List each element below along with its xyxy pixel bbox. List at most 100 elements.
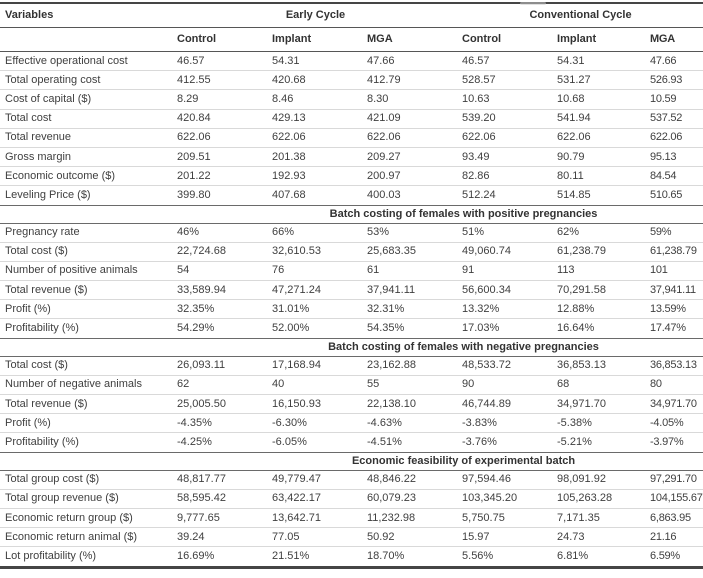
cell-value: 209.51 xyxy=(173,147,268,168)
cell-value: 192.93 xyxy=(268,166,363,187)
table-row: Gross margin 209.51 201.38 209.27 93.49 90.79… xyxy=(0,147,703,168)
empty-header-cell xyxy=(0,27,173,52)
table-row: Leveling Price ($) 399.80 407.68 400.03 512.… xyxy=(0,185,703,206)
cell-value: -3.83% xyxy=(458,413,554,434)
table-row: Number of negative animals 62 40 55 90 68 80 xyxy=(0,375,703,396)
cell-value: 54.29% xyxy=(173,318,268,339)
cell-value: 49,779.47 xyxy=(268,470,363,490)
table-row: Economic return animal ($) 39.24 77.05 50.9… xyxy=(0,527,703,548)
row-label: Total group revenue ($) xyxy=(0,489,173,509)
cell-value: 21.51% xyxy=(272,549,310,562)
section-header-spacer xyxy=(0,338,173,357)
table-row: Profitability (%) -4.25% -6.05% -4.51% -3.76… xyxy=(0,432,703,453)
row-label: Economic return animal ($) xyxy=(0,527,173,548)
section-header-label: Batch costing of females with positive p… xyxy=(173,205,703,224)
row-label: Leveling Price ($) xyxy=(0,185,173,206)
cell-value: 37,941.11 xyxy=(646,280,703,301)
table-row: Total operating cost 412.55 420.68 412.79 52… xyxy=(0,70,703,91)
variables-header: Variables xyxy=(0,3,173,28)
cell-value: 54 xyxy=(173,261,268,282)
cell-value: 8.30 xyxy=(363,89,459,110)
cell-value: 9,777.65 xyxy=(173,508,268,529)
cell-value: 48,846.22 xyxy=(363,470,459,490)
cell-value: 36,853.13 xyxy=(646,356,703,376)
cell-value: 46% xyxy=(173,223,268,243)
row-label: Total operating cost xyxy=(0,70,173,91)
cell-value: 528.57 xyxy=(458,70,554,91)
cell-value: 201.22 xyxy=(173,166,268,187)
cell-value: 32.35% xyxy=(173,299,268,320)
table-row: Cost of capital ($) 8.29 8.46 8.30 10.63 10.6… xyxy=(0,89,703,110)
cell-value: 101 xyxy=(646,261,703,282)
row-label: Economic return group ($) xyxy=(0,508,173,529)
clipped-text-artifact xyxy=(520,2,546,5)
section-header-row: Batch costing of females with positive p… xyxy=(0,205,703,224)
row-label: Total cost ($) xyxy=(0,242,173,262)
cell-value: 16.64% xyxy=(553,318,647,339)
group-header-conventional-cycle: Conventional Cycle xyxy=(458,3,703,28)
section-header-spacer xyxy=(0,452,173,471)
section-header-spacer xyxy=(0,205,173,224)
table-row: Effective operational cost 46.57 54.31 47.6… xyxy=(0,51,703,72)
cell-value: 412.55 xyxy=(173,70,268,91)
col-header-conventional-control: Control xyxy=(458,27,554,52)
cell-value: 97,594.46 xyxy=(458,470,554,490)
col-header-conventional-mga: MGA xyxy=(646,27,703,52)
cell-value: 97,291.70 xyxy=(646,470,703,490)
cell-value: 91 xyxy=(458,261,554,282)
cell-value: 6.81% xyxy=(557,549,589,562)
cell-value: 59% xyxy=(646,223,703,243)
treatment-header-row: Control Implant MGA Control Implant MGA xyxy=(0,27,703,52)
row-label: Number of negative animals xyxy=(0,375,173,396)
cell-value: 13.59% xyxy=(646,299,703,320)
cell-value: 53% xyxy=(363,223,459,243)
cell-value: 11,232.98 xyxy=(363,508,459,529)
col-header-early-control: Control xyxy=(173,27,268,52)
cell-value: 22,724.68 xyxy=(173,242,268,262)
section-header-row: Economic feasibility of experimental bat… xyxy=(0,452,703,471)
row-label: Lot profitability (%) xyxy=(5,549,97,562)
cell-value: 8.46 xyxy=(268,89,363,110)
row-label: Total revenue ($) xyxy=(0,394,173,415)
cell-value: 47.66 xyxy=(646,51,703,72)
cell-value: 47.66 xyxy=(363,51,459,72)
cell-value: -4.05% xyxy=(646,413,703,434)
cell-value: 95.13 xyxy=(646,147,703,168)
cell-value: 421.09 xyxy=(363,109,459,129)
cell-value: 80.11 xyxy=(553,166,647,187)
group-header-row: Variables Early Cycle Conventional Cycle xyxy=(0,3,703,28)
cell-value: 16,150.93 xyxy=(268,394,363,415)
cell-value: 25,005.50 xyxy=(173,394,268,415)
cell-value: 55 xyxy=(363,375,459,396)
section-header-label: Economic feasibility of experimental bat… xyxy=(173,452,703,471)
table-row: Profit (%) -4.35% -6.30% -4.63% -3.83% -5.38%… xyxy=(0,413,703,434)
cell-value: 63,422.17 xyxy=(268,489,363,509)
cell-value: 58,595.42 xyxy=(173,489,268,509)
cell-value: 46.57 xyxy=(458,51,554,72)
cell-value: 90.79 xyxy=(553,147,647,168)
cell-value: 61,238.79 xyxy=(553,242,647,262)
cell-value: 23,162.88 xyxy=(363,356,459,376)
cell-value: 56,600.34 xyxy=(458,280,554,301)
cell-value: 37,941.11 xyxy=(363,280,459,301)
cell-value: 82.86 xyxy=(458,166,554,187)
row-label: Effective operational cost xyxy=(0,51,173,72)
cell-value: 54.35% xyxy=(363,318,459,339)
cell-value: 17.47% xyxy=(646,318,703,339)
row-label: Profit (%) xyxy=(0,413,173,434)
cell-value: 84.54 xyxy=(646,166,703,187)
cell-value: 46,744.89 xyxy=(458,394,554,415)
cell-value: -6.05% xyxy=(268,432,363,453)
cell-value: 407.68 xyxy=(268,185,363,206)
cell-value: 90 xyxy=(458,375,554,396)
cell-value: 32,610.53 xyxy=(268,242,363,262)
cell-value: -5.38% xyxy=(553,413,647,434)
cell-value: 622.06 xyxy=(173,128,268,148)
table-row: Total cost ($) 22,724.68 32,610.53 25,683.3… xyxy=(0,242,703,262)
row-label: Total revenue xyxy=(0,128,173,148)
table-row: Total revenue 622.06 622.06 622.06 622.06 622… xyxy=(0,128,703,148)
cell-value: 8.29 xyxy=(173,89,268,110)
cell-value: 18.70% xyxy=(367,549,405,562)
cell-value: 25,683.35 xyxy=(363,242,459,262)
